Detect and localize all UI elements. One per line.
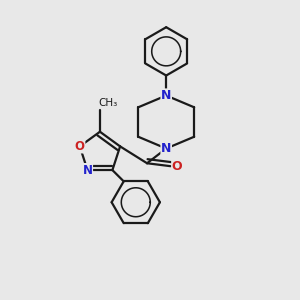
Text: O: O (172, 160, 182, 173)
Text: N: N (82, 164, 92, 177)
Text: O: O (75, 140, 85, 153)
Text: CH₃: CH₃ (98, 98, 118, 108)
Text: N: N (161, 142, 171, 155)
Text: N: N (161, 89, 171, 102)
